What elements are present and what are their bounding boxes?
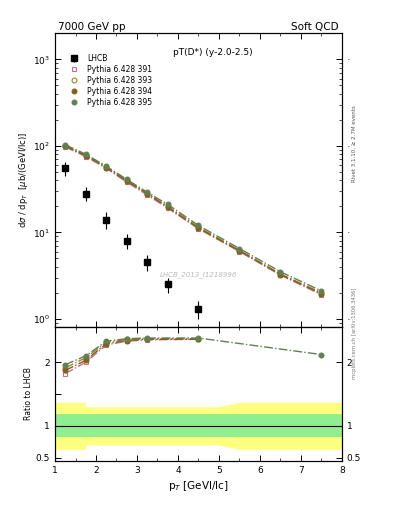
Pythia 6.428 393 [237, 247, 242, 253]
Text: LHCB_2013_I1218996: LHCB_2013_I1218996 [160, 271, 237, 278]
Pythia 6.428 395 [165, 201, 170, 207]
Y-axis label: d$\sigma$ / dp$_T$  [$\mu$b/(GeVI/lc)]: d$\sigma$ / dp$_T$ [$\mu$b/(GeVI/lc)] [17, 132, 30, 228]
Line: Pythia 6.428 395: Pythia 6.428 395 [63, 142, 324, 293]
Pythia 6.428 393 [145, 190, 150, 197]
X-axis label: p$_T$ [GeVI/lc]: p$_T$ [GeVI/lc] [168, 479, 229, 493]
Pythia 6.428 395 [278, 269, 283, 275]
Pythia 6.428 394 [319, 291, 324, 297]
Pythia 6.428 391 [104, 165, 108, 172]
Pythia 6.428 395 [319, 288, 324, 294]
Pythia 6.428 394 [165, 204, 170, 210]
Y-axis label: Ratio to LHCB: Ratio to LHCB [24, 368, 33, 420]
Line: Pythia 6.428 394: Pythia 6.428 394 [63, 144, 324, 296]
Pythia 6.428 391 [196, 226, 201, 232]
Text: Soft QCD: Soft QCD [292, 22, 339, 32]
Pythia 6.428 395 [237, 245, 242, 251]
Pythia 6.428 391 [63, 144, 68, 150]
Pythia 6.428 391 [83, 154, 88, 160]
Text: Rivet 3.1.10, ≥ 2.7M events: Rivet 3.1.10, ≥ 2.7M events [352, 105, 357, 182]
Pythia 6.428 394 [237, 248, 242, 254]
Text: pT(D*) (y-2.0-2.5): pT(D*) (y-2.0-2.5) [173, 48, 253, 57]
Pythia 6.428 394 [83, 153, 88, 159]
Pythia 6.428 391 [145, 192, 150, 198]
Line: Pythia 6.428 393: Pythia 6.428 393 [63, 143, 324, 295]
Pythia 6.428 395 [83, 151, 88, 157]
Pythia 6.428 394 [196, 225, 201, 231]
Pythia 6.428 393 [196, 224, 201, 230]
Pythia 6.428 395 [125, 176, 129, 182]
Pythia 6.428 395 [145, 189, 150, 196]
Pythia 6.428 393 [319, 290, 324, 296]
Pythia 6.428 394 [104, 164, 108, 170]
Text: 7000 GeV pp: 7000 GeV pp [58, 22, 125, 32]
Pythia 6.428 391 [125, 179, 129, 185]
Pythia 6.428 394 [63, 143, 68, 150]
Pythia 6.428 393 [278, 271, 283, 277]
Pythia 6.428 393 [83, 152, 88, 158]
Pythia 6.428 393 [165, 203, 170, 209]
Line: Pythia 6.428 391: Pythia 6.428 391 [63, 144, 324, 297]
Pythia 6.428 393 [63, 143, 68, 149]
Pythia 6.428 391 [237, 248, 242, 254]
Legend: LHCB, Pythia 6.428 391, Pythia 6.428 393, Pythia 6.428 394, Pythia 6.428 395: LHCB, Pythia 6.428 391, Pythia 6.428 393… [62, 52, 154, 109]
Text: mcplots.cern.ch [arXiv:1306.3436]: mcplots.cern.ch [arXiv:1306.3436] [352, 287, 357, 378]
Pythia 6.428 394 [125, 178, 129, 184]
Pythia 6.428 394 [145, 190, 150, 197]
Pythia 6.428 393 [104, 164, 108, 170]
Pythia 6.428 395 [104, 163, 108, 169]
Pythia 6.428 394 [278, 271, 283, 278]
Pythia 6.428 395 [196, 222, 201, 228]
Pythia 6.428 395 [63, 142, 68, 148]
Pythia 6.428 391 [165, 205, 170, 211]
Pythia 6.428 391 [319, 292, 324, 298]
Pythia 6.428 393 [125, 177, 129, 183]
Pythia 6.428 391 [278, 272, 283, 278]
